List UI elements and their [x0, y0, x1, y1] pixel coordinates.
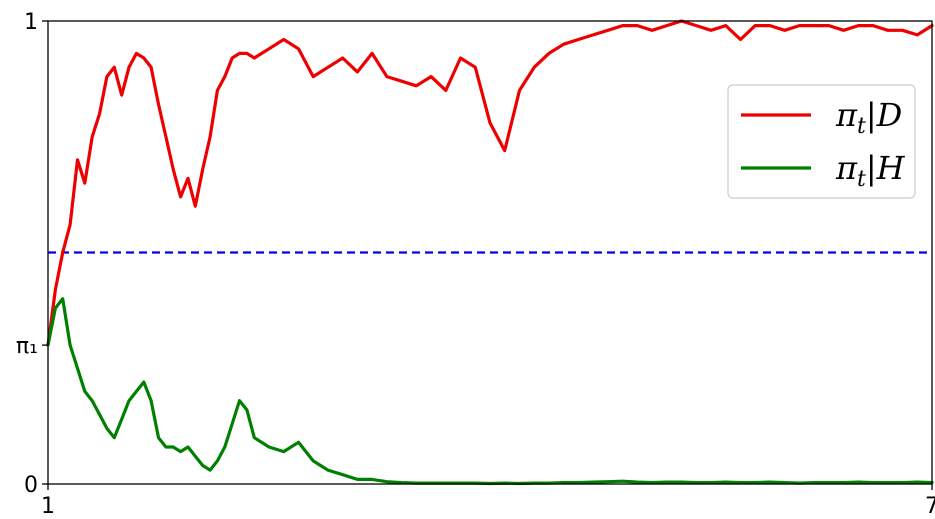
- axes-frame: [47, 20, 933, 485]
- legend-label-2: πt|H: [835, 149, 906, 192]
- axes: 0 π₁ 1 1 7: [16, 10, 935, 519]
- legend-box: [727, 84, 916, 199]
- series-line-2: [46, 297, 934, 486]
- series-group: [46, 19, 934, 486]
- legend-symbol: π: [835, 149, 858, 187]
- x-tick-label-2: 7: [925, 494, 935, 519]
- x-tick-label-1: 1: [41, 494, 55, 519]
- legend: πt|Dπt|H: [727, 84, 916, 199]
- y-tick-label-1: 0: [24, 473, 38, 498]
- legend-subscript: t: [857, 114, 866, 139]
- legend-subscript: t: [857, 167, 866, 192]
- y-tick-label-3: 1: [24, 10, 38, 35]
- y-tick-label-2: π₁: [16, 334, 38, 359]
- legend-suffix: |H: [866, 149, 906, 187]
- series-line-1: [46, 19, 934, 347]
- legend-symbol: π: [835, 96, 858, 134]
- legend-label-1: πt|D: [835, 96, 902, 139]
- legend-suffix: |D: [866, 96, 902, 134]
